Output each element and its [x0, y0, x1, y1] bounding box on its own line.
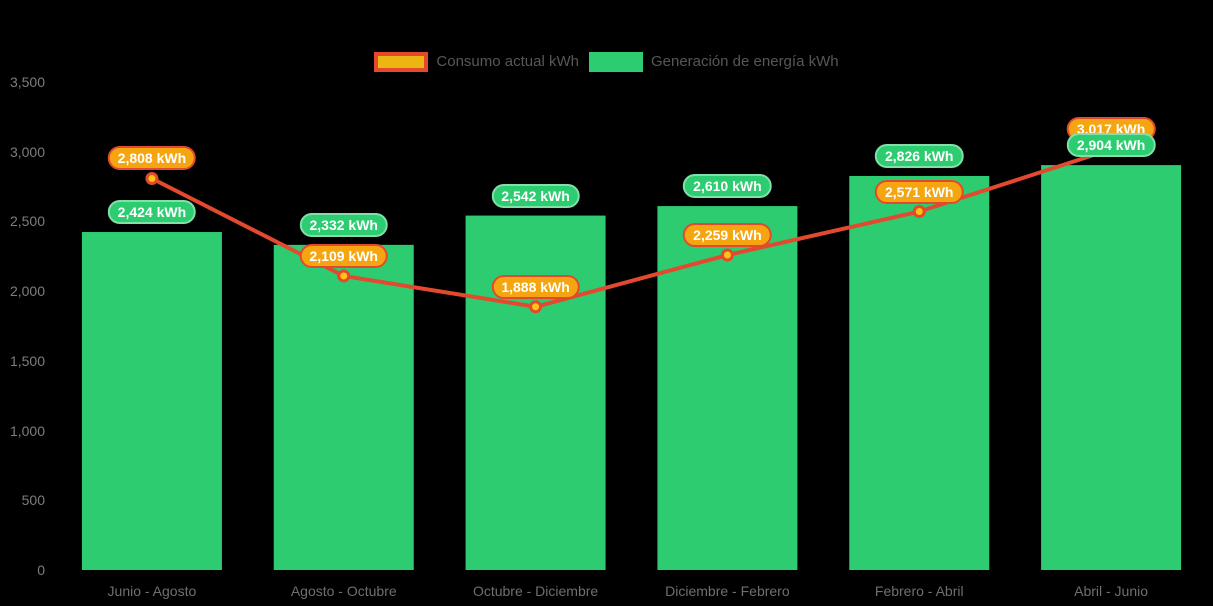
- point-marker-consumo: [720, 248, 734, 262]
- value-label-consumo: 2,259 kWh: [683, 223, 772, 248]
- value-label-generacion: 2,904 kWh: [1066, 133, 1156, 158]
- x-axis-category-label: Octubre - Diciembre: [472, 583, 599, 599]
- y-axis-tick-label: 2,500: [9, 213, 45, 230]
- bar-generacion: [849, 175, 990, 570]
- legend-label-consumo: Consumo actual kWh: [436, 53, 579, 70]
- x-axis-category-label: Abril - Junio: [1074, 583, 1149, 599]
- y-axis-tick-label: 500: [21, 492, 45, 509]
- legend-label-generacion: Generación de energía kWh: [650, 53, 839, 70]
- value-label-generacion: 2,332 kWh: [299, 212, 388, 237]
- y-axis-tick-label: 2,000: [9, 283, 45, 300]
- value-label-consumo: 2,109 kWh: [299, 243, 388, 268]
- x-axis-category-label: Diciembre - Febrero: [665, 583, 790, 599]
- y-axis-tick-label: 1,500: [9, 352, 45, 369]
- value-label-consumo: 2,571 kWh: [875, 179, 964, 204]
- value-label-generacion: 2,826 kWh: [875, 143, 964, 168]
- y-axis-tick-label: 0: [37, 562, 45, 578]
- bar-generacion: [1041, 165, 1182, 570]
- bar-generacion: [81, 232, 222, 570]
- value-label-consumo: 1,888 kWh: [491, 274, 580, 299]
- point-marker-consumo: [145, 171, 159, 185]
- chart-legend: Consumo actual kWh Generación de energía…: [0, 52, 1213, 72]
- generacion-swatch-icon: [588, 52, 643, 72]
- value-label-generacion: 2,542 kWh: [491, 183, 580, 208]
- value-label-consumo: 2,808 kWh: [107, 146, 197, 171]
- y-axis-tick-label: 1,000: [9, 422, 45, 439]
- x-axis-category-label: Agosto - Octubre: [290, 583, 397, 599]
- value-label-generacion: 2,610 kWh: [683, 174, 772, 199]
- point-marker-consumo: [337, 269, 351, 283]
- point-marker-consumo: [529, 300, 543, 314]
- bar-generacion: [465, 215, 606, 570]
- consumo-swatch-icon: [374, 52, 429, 72]
- x-axis-category-label: Junio - Agosto: [107, 583, 197, 599]
- legend-item-generacion[interactable]: Generación de energía kWh: [588, 52, 839, 72]
- value-label-generacion: 2,424 kWh: [107, 200, 197, 225]
- x-axis-category-label: Febrero - Abril: [874, 583, 964, 599]
- y-axis-tick-label: 3,500: [9, 74, 45, 90]
- legend-item-consumo-actual[interactable]: Consumo actual kWh: [374, 52, 579, 72]
- bar-generacion: [273, 244, 414, 570]
- point-marker-consumo: [912, 205, 926, 219]
- y-axis-tick-label: 3,000: [9, 143, 45, 160]
